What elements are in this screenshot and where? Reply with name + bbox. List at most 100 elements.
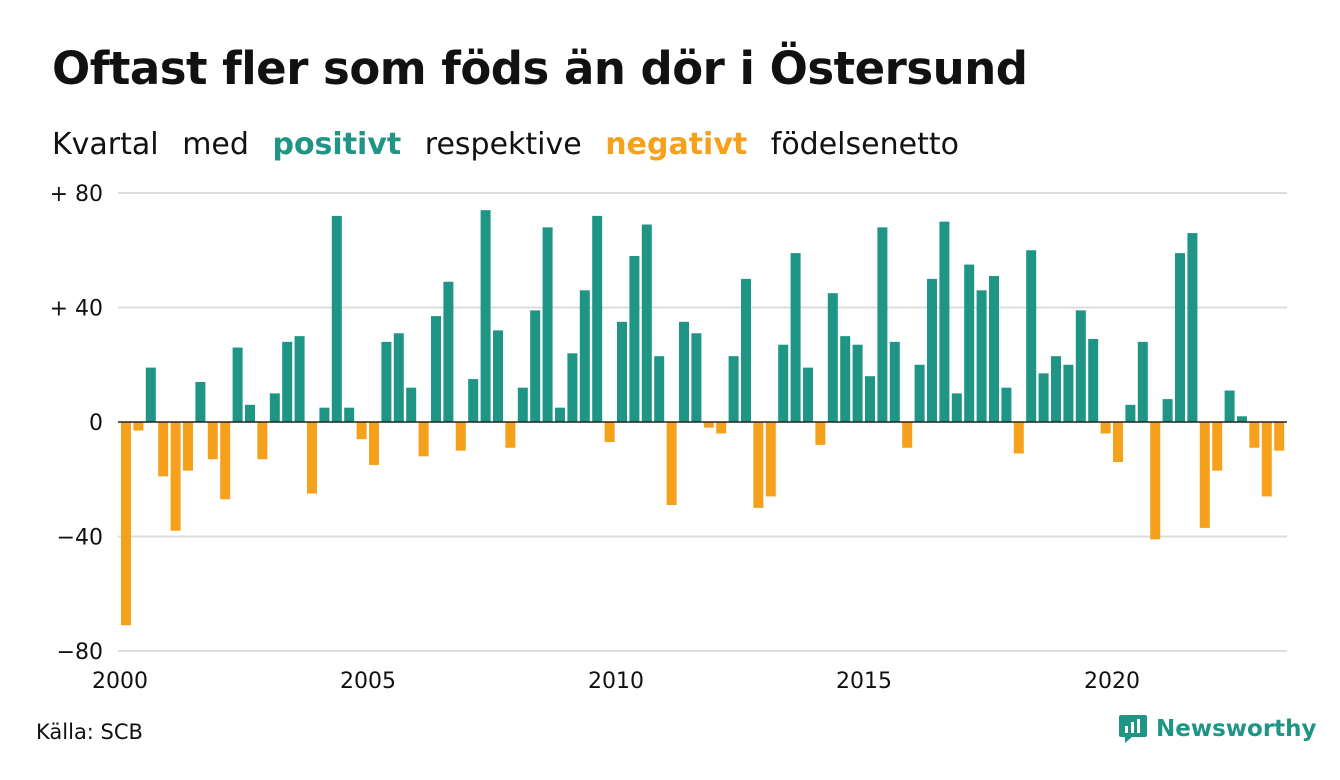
subtitle-word: med: [182, 127, 249, 162]
y-tick-label: + 40: [50, 297, 103, 322]
bar-negative: [220, 422, 231, 500]
subtitle-negative-word: negativt: [605, 127, 748, 162]
bar-positive: [393, 333, 404, 422]
subtitle-word: Kvartal: [52, 127, 159, 162]
bar-positive: [840, 336, 851, 422]
bar-positive: [865, 376, 875, 422]
bar-positive: [1237, 416, 1247, 422]
bar-positive: [641, 224, 652, 422]
source-note: Källa: SCB: [36, 720, 143, 744]
bar-positive: [1224, 390, 1235, 422]
bar-negative: [666, 422, 677, 506]
bar-negative: [1212, 422, 1223, 471]
x-tick-label: 2010: [588, 669, 644, 694]
bar-positive: [989, 276, 999, 422]
bar-positive: [282, 341, 293, 422]
bar-positive: [331, 215, 342, 422]
bar-positive: [145, 367, 156, 422]
bar-positive: [741, 278, 751, 422]
bar-positive: [629, 255, 640, 422]
bar-positive: [914, 364, 925, 422]
bar-negative: [604, 422, 615, 443]
subtitle-word: respektive: [424, 127, 582, 162]
bar-negative: [1261, 422, 1272, 497]
bar-positive: [542, 227, 553, 422]
x-tick-label: 2020: [1084, 669, 1140, 694]
bar-positive: [964, 264, 975, 422]
y-tick-label: + 80: [50, 182, 103, 207]
bar-positive: [1051, 356, 1061, 422]
bar-positive: [654, 356, 665, 422]
bar-positive: [269, 393, 280, 422]
bar-positive: [1137, 341, 1148, 422]
bar-negative: [183, 422, 193, 471]
bar-positive: [530, 310, 541, 422]
bar-negative: [158, 422, 169, 477]
bar-negative: [257, 422, 268, 460]
subtitle-positive-word: positivt: [272, 127, 402, 162]
bar-negative: [1274, 422, 1285, 451]
bar-positive: [927, 278, 937, 422]
bar-negative: [716, 422, 727, 434]
bar-positive: [1175, 253, 1185, 422]
bar-negative: [753, 422, 764, 508]
bar-negative: [815, 422, 826, 445]
y-tick-label: −80: [57, 640, 103, 665]
bar-positive: [443, 281, 454, 422]
bar-positive: [1001, 387, 1012, 422]
chart-subtitle: Kvartal med positivt respektive negativt…: [52, 127, 973, 162]
bar-positive: [617, 321, 627, 422]
bar-positive: [1088, 338, 1099, 422]
bar-positive: [517, 387, 528, 422]
bar-positive: [1075, 310, 1086, 422]
bar-positive: [245, 404, 255, 422]
x-axis-ticks: 2000 2005 2010 2015 2020: [92, 669, 1140, 694]
bar-positive: [1125, 404, 1136, 422]
bar-negative: [1113, 422, 1123, 463]
bar-negative: [133, 422, 144, 431]
bar-negative: [505, 422, 516, 448]
subtitle-word: födelsenetto: [770, 127, 959, 162]
bar-negative: [418, 422, 429, 457]
bar-negative: [765, 422, 776, 497]
bar-negative: [170, 422, 181, 531]
bar-negative: [1249, 422, 1260, 448]
bar-negative: [1199, 422, 1210, 528]
bar-positive: [691, 333, 702, 422]
bar-negative: [1150, 422, 1161, 540]
bar-negative: [356, 422, 367, 440]
bar-positive: [232, 347, 243, 422]
y-tick-label: −40: [57, 526, 103, 551]
grid-lines: [118, 192, 1287, 652]
bar-positive: [1026, 250, 1037, 422]
x-tick-label: 2005: [340, 669, 396, 694]
bar-negative: [902, 422, 913, 448]
chart-title: Oftast fler som föds än dör i Östersund: [52, 42, 1028, 95]
bar-positive: [976, 290, 987, 422]
bar-positive: [406, 387, 417, 422]
bar-negative: [703, 422, 714, 428]
y-tick-label: 0: [89, 411, 103, 436]
bar-positive: [778, 344, 789, 422]
bar-positive: [195, 381, 206, 422]
bar-positive: [790, 253, 801, 422]
bar-positive: [1038, 373, 1049, 422]
y-axis-ticks: + 80 + 40 0 −40 −80: [50, 182, 103, 665]
bar-negative: [455, 422, 466, 451]
bar-positive: [951, 393, 962, 422]
newsworthy-logo-icon: [1119, 715, 1147, 743]
bar-positive: [480, 210, 491, 422]
bar-positive: [1063, 364, 1074, 422]
bar-negative: [369, 422, 379, 465]
bar-positive: [579, 290, 590, 422]
bar-positive: [381, 341, 392, 422]
bar-positive: [567, 353, 578, 422]
bar-positive: [294, 336, 305, 422]
bar-negative: [1013, 422, 1024, 454]
bar-positive: [827, 293, 838, 422]
bar-positive: [803, 367, 813, 422]
bar-positive: [889, 341, 900, 422]
bar-positive: [1162, 399, 1173, 422]
bar-negative: [1100, 422, 1111, 434]
